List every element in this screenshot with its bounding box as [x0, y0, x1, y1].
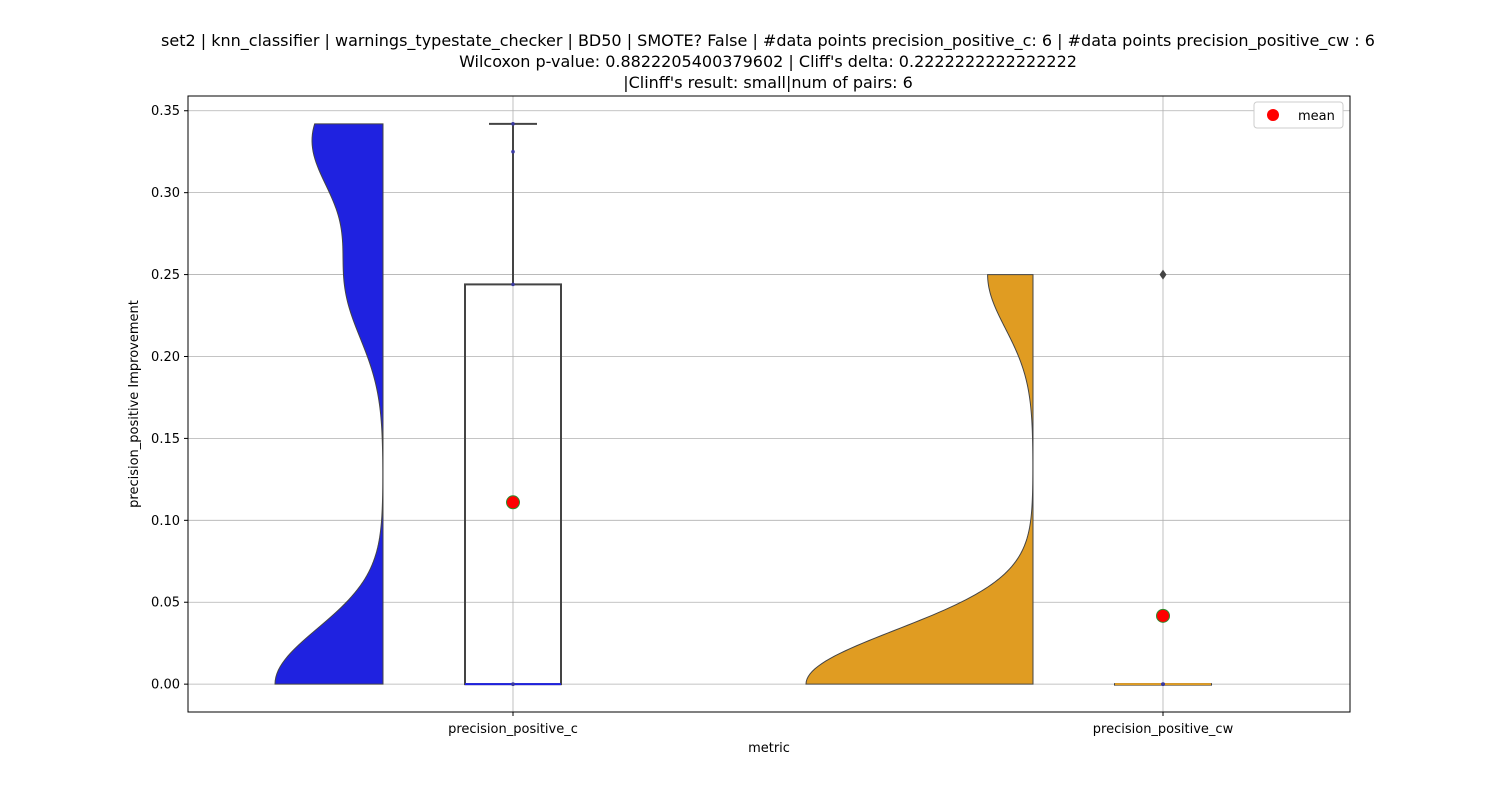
x-axis: precision_positive_c precision_positive_c…: [448, 712, 1234, 737]
chart-title-line-3: |Clinff's result: small|num of pairs: 6: [623, 73, 913, 92]
data-point: [511, 122, 515, 126]
y-tick-label: 0.35: [151, 104, 180, 119]
violin-precision_positive_cw: [805, 274, 1034, 685]
legend-mean-label: mean: [1298, 109, 1335, 124]
plot-frame: [187, 95, 1351, 713]
x-tick-label: precision_positive_cw: [1093, 722, 1234, 737]
x-axis-label: metric: [748, 741, 790, 756]
data-point: [511, 682, 515, 686]
data-point: [511, 149, 515, 154]
y-tick-label: 0.00: [151, 678, 180, 693]
y-axis-label: precision_positive Improvement: [127, 300, 142, 508]
y-axis: 0.00 0.05 0.10 0.15 0.20 0.25 0.30 0.35: [151, 104, 188, 693]
mean-marker-precision_positive_c: [506, 495, 520, 510]
chart-title-line-2: Wilcoxon p-value: 0.8822205400379602 | C…: [459, 52, 1077, 71]
data-point: [1161, 682, 1165, 686]
legend: mean: [1253, 101, 1344, 129]
violin-layer: [274, 123, 1034, 685]
y-tick-label: 0.25: [151, 268, 180, 283]
mean-marker-precision_positive_cw: [1156, 608, 1170, 623]
y-tick-label: 0.20: [151, 350, 180, 365]
outlier-marker: [1159, 269, 1167, 280]
y-tick-label: 0.05: [151, 596, 180, 611]
mean-layer: [506, 495, 1170, 623]
chart-title-line-1: set2 | knn_classifier | warnings_typesta…: [161, 31, 1375, 51]
legend-mean-marker: [1267, 109, 1279, 121]
y-tick-label: 0.15: [151, 432, 180, 447]
box-layer: [464, 122, 1212, 686]
violin-precision_positive_c: [274, 123, 384, 685]
y-tick-label: 0.10: [151, 514, 180, 529]
legend-frame: [1253, 101, 1344, 129]
data-point: [511, 282, 515, 287]
y-tick-label: 0.30: [151, 186, 180, 201]
x-tick-label: precision_positive_c: [448, 722, 578, 737]
